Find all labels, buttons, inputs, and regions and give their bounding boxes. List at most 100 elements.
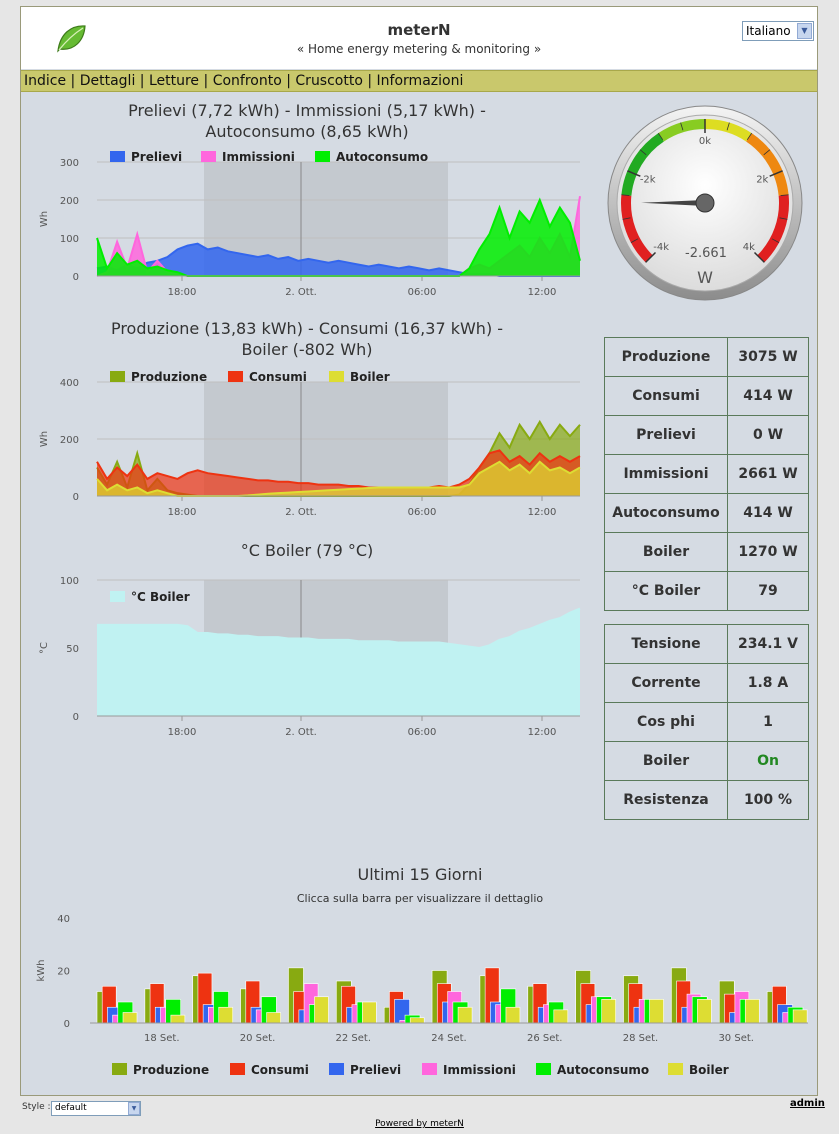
- main-nav: Indice | Dettagli | Letture | Confronto …: [21, 70, 817, 92]
- stats-label: Boiler: [604, 532, 728, 572]
- gauge-tick: [769, 170, 783, 177]
- bar-boiler[interactable]: [744, 999, 760, 1024]
- x-tick-label: 2. Ott.: [285, 507, 317, 518]
- stats-row: Prelievi 0 W: [604, 415, 809, 455]
- legend-label[interactable]: Boiler: [689, 1063, 729, 1077]
- legend-swatch-prelievi[interactable]: [110, 151, 125, 162]
- language-select[interactable]: Italiano ▼: [742, 21, 814, 41]
- nav-item-informazioni[interactable]: Informazioni: [376, 73, 464, 89]
- x-tick-label: 2. Ott.: [285, 287, 317, 298]
- gauge-tick: [726, 122, 730, 131]
- app-title: meterN: [387, 21, 451, 39]
- bar-boiler[interactable]: [409, 1017, 425, 1024]
- gauge-tick: [630, 238, 639, 243]
- x-tick-label: 12:00: [528, 287, 557, 298]
- gauge-band: [705, 119, 752, 142]
- bar-boiler[interactable]: [122, 1012, 138, 1024]
- stats-value: 414 W: [727, 493, 809, 533]
- y-tick-label: 100: [60, 234, 79, 245]
- bar-boiler[interactable]: [601, 999, 616, 1024]
- bar-boiler[interactable]: [170, 1014, 186, 1024]
- bar-boiler[interactable]: [649, 999, 664, 1024]
- bar-boiler[interactable]: [697, 999, 712, 1024]
- stats-row: Resistenza 100 %: [604, 780, 809, 820]
- legend-label[interactable]: °C Boiler: [131, 590, 190, 604]
- nav-item-dettagli[interactable]: Dettagli: [79, 73, 136, 89]
- legend-swatch-c-boiler[interactable]: [110, 591, 125, 602]
- x-tick-label: 12:00: [528, 727, 557, 738]
- y-tick-label: 20: [57, 967, 70, 978]
- series-line-c-boiler: [97, 607, 581, 650]
- gauge-band: [621, 194, 653, 263]
- admin-link[interactable]: admin: [790, 1098, 825, 1109]
- legend-label[interactable]: Boiler: [350, 370, 390, 384]
- gauge-tick: [627, 170, 641, 177]
- y-tick-label: 40: [57, 914, 70, 925]
- legend-label[interactable]: Consumi: [249, 370, 307, 384]
- legend-label[interactable]: Immissioni: [222, 150, 295, 164]
- stats-value: 1.8 A: [727, 663, 809, 703]
- stats-table-electric: Tensione 234.1 V Corrente 1.8 A Cos phi 1 Boil…: [604, 624, 809, 820]
- gauge-band: [658, 119, 705, 142]
- legend-swatch-immissioni[interactable]: [201, 151, 216, 162]
- chevron-down-icon[interactable]: ▼: [797, 23, 812, 39]
- bar-boiler[interactable]: [314, 996, 329, 1024]
- stats-row: Boiler 1270 W: [604, 532, 809, 572]
- bar-boiler[interactable]: [218, 1006, 234, 1024]
- stats-row: Consumi 414 W: [604, 376, 809, 416]
- legend-swatch-consumi[interactable]: [228, 371, 243, 382]
- bar-boiler[interactable]: [505, 1006, 521, 1024]
- y-axis-label: Wh: [39, 211, 50, 227]
- legend-label[interactable]: Prelievi: [131, 150, 182, 164]
- gauge-needle: [641, 200, 706, 206]
- legend-label[interactable]: Consumi: [251, 1063, 309, 1077]
- legend-label[interactable]: Immissioni: [443, 1063, 516, 1077]
- gauge-tick: [621, 194, 630, 196]
- legend-swatch-produzione[interactable]: [112, 1063, 127, 1075]
- y-tick-label: 0: [64, 1019, 70, 1030]
- y-tick-label: 50: [66, 644, 79, 655]
- legend-swatch-autoconsumo[interactable]: [315, 151, 330, 162]
- stats-label: Immissioni: [604, 454, 728, 494]
- x-tick-label: 26 Set.: [527, 1033, 563, 1044]
- style-label: Style :: [22, 1102, 51, 1112]
- nav-item-letture[interactable]: Letture: [148, 73, 200, 89]
- bar-boiler[interactable]: [457, 1006, 473, 1024]
- y-tick-label: 200: [60, 435, 79, 446]
- bar-boiler[interactable]: [553, 1009, 569, 1024]
- chart-title: Ultimi 15 Giorni: [358, 865, 483, 884]
- chevron-down-icon[interactable]: ▼: [128, 1102, 140, 1115]
- gauge-tick: [746, 132, 753, 141]
- legend-swatch-boiler[interactable]: [329, 371, 344, 382]
- gauge-tick: [771, 238, 780, 243]
- legend-swatch-prelievi[interactable]: [329, 1063, 344, 1075]
- chart-last-15-days[interactable]: Ultimi 15 Giorni Clicca sulla barra per v…: [0, 0, 839, 1090]
- nav-item-confronto[interactable]: Confronto: [212, 73, 282, 89]
- style-select[interactable]: default ▼: [51, 1101, 141, 1116]
- gauge-tick-label: -2k: [640, 174, 656, 185]
- stats-row: Immissioni 2661 W: [604, 454, 809, 494]
- chart-title-line: Boiler (-802 Wh): [241, 340, 372, 359]
- legend-label[interactable]: Autoconsumo: [557, 1063, 649, 1077]
- legend-label[interactable]: Produzione: [131, 370, 207, 384]
- legend-swatch-produzione[interactable]: [110, 371, 125, 382]
- nav-item-indice[interactable]: Indice: [24, 73, 67, 89]
- legend-swatch-immissioni[interactable]: [422, 1063, 437, 1075]
- bar-boiler[interactable]: [362, 1001, 377, 1024]
- bar-boiler[interactable]: [266, 1012, 281, 1024]
- legend-label[interactable]: Produzione: [133, 1063, 209, 1077]
- bar-boiler[interactable]: [792, 1009, 808, 1024]
- legend-swatch-autoconsumo[interactable]: [536, 1063, 551, 1075]
- legend-swatch-boiler[interactable]: [668, 1063, 683, 1075]
- legend-swatch-consumi[interactable]: [230, 1063, 245, 1075]
- gauge-tick: [680, 122, 684, 131]
- legend-label[interactable]: Prelievi: [350, 1063, 401, 1077]
- stats-row: °C Boiler 79: [604, 571, 809, 611]
- y-axis-label: Wh: [39, 431, 50, 447]
- series-area-c-boiler: [97, 608, 580, 716]
- nav-item-cruscotto[interactable]: Cruscotto: [295, 73, 363, 89]
- legend-label[interactable]: Autoconsumo: [336, 150, 428, 164]
- powered-by-link[interactable]: Powered by meterN: [375, 1119, 464, 1129]
- y-tick-label: 100: [60, 576, 79, 587]
- stats-row: Boiler On: [604, 741, 809, 781]
